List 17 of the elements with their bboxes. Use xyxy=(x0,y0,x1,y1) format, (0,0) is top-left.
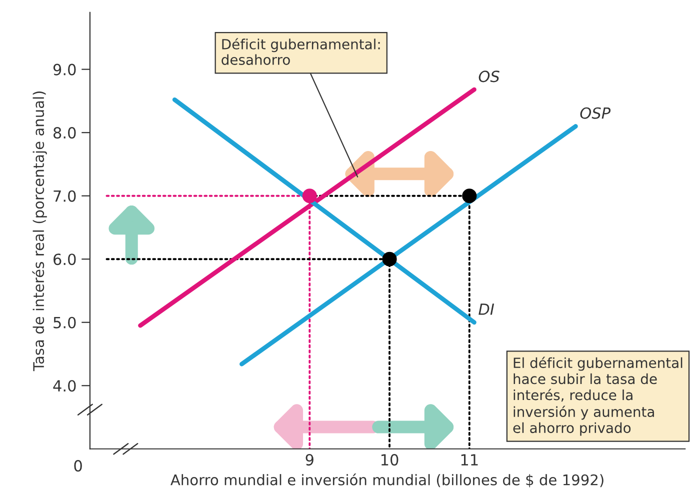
x-tick-label: 11 xyxy=(461,454,478,466)
y-tick-label: 4.0 xyxy=(53,380,76,392)
y-tick-label: 7.0 xyxy=(54,190,76,202)
y-tick-label: 6.0 xyxy=(54,254,76,266)
y-tick-label: 9.0 xyxy=(53,64,76,76)
x-tick-label: 10 xyxy=(381,454,398,466)
text: 0 xyxy=(74,460,82,472)
y-tick-label: 8.0 xyxy=(54,127,76,139)
annotation: Déficit gubernamental: desahorro xyxy=(222,38,380,65)
series-label: OS xyxy=(478,70,500,82)
x-axis-title: Ahorro mundial e inversión mundial (billones de $ de 1992) xyxy=(170,474,604,488)
x-tick-label: 9 xyxy=(306,454,314,466)
annotation: El déficit gubernamental hace subir la tasa de interés, reduce la inversión y aumenta el ahorro privado xyxy=(513,356,682,436)
series-label: DI xyxy=(478,304,494,315)
series-label: OSP xyxy=(580,107,611,119)
y-tick-label: 5.0 xyxy=(54,316,76,328)
y-axis-title: Tasa de interés real (porcentaje anual) xyxy=(32,92,47,372)
